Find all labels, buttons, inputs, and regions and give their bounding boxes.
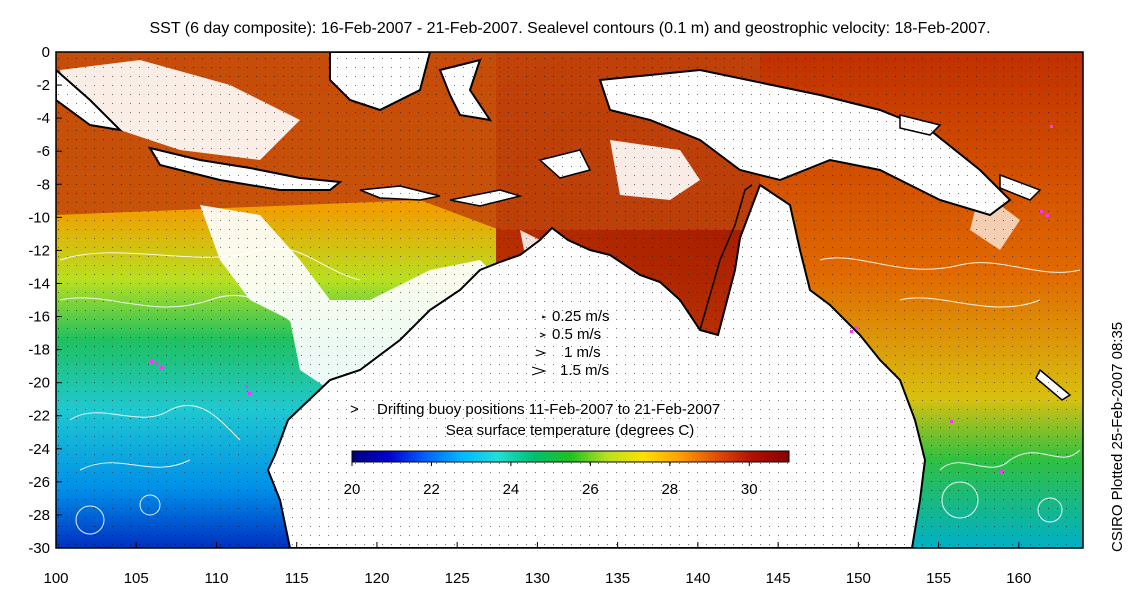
sst-field	[56, 52, 1083, 548]
buoy-legend: > Drifting buoy positions 11-Feb-2007 to…	[350, 401, 720, 418]
velocity-arrow-icon	[535, 349, 547, 357]
colorbar-tick-label: 26	[582, 481, 599, 498]
colorbar-tick-label: 28	[661, 481, 678, 498]
x-tick-label: 100	[43, 570, 68, 587]
x-tick-label: 160	[1006, 570, 1031, 587]
x-tick-label: 105	[124, 570, 149, 587]
y-tick-label: -6	[37, 143, 50, 160]
plot-frame	[55, 51, 1084, 549]
x-tick-label: 120	[364, 570, 389, 587]
x-axis: 100 105 110 115 120 125 130 135 140 145 150 155 160	[43, 542, 1031, 587]
colorbar-tick-label: 24	[503, 481, 520, 498]
velocity-legend-label: 0.25 m/s	[552, 308, 610, 325]
velocity-legend-label: 1 m/s	[564, 344, 601, 361]
colorbar-tick-label: 22	[423, 481, 440, 498]
x-tick-label: 115	[285, 570, 309, 587]
velocity-legend: 0.25 m/s0.5 m/s1 m/s1.5 m/s	[531, 308, 610, 379]
sealevel-contours	[59, 247, 1081, 535]
plot-credit: CSIRO Plotted 25-Feb-2007 08:35	[1109, 321, 1126, 552]
x-tick-label: 140	[685, 570, 710, 587]
velocity-arrow-icon	[541, 315, 547, 319]
y-tick-label: -26	[28, 474, 50, 491]
y-tick-label: -18	[28, 342, 50, 359]
y-tick-label: -12	[28, 242, 50, 259]
colorbar-tick-label: 20	[344, 481, 361, 498]
x-tick-label: 130	[525, 570, 550, 587]
colorbar-ramp	[352, 451, 789, 462]
x-tick-label: 125	[445, 570, 470, 587]
velocity-arrow-icon	[539, 332, 547, 338]
velocity-legend-label: 1.5 m/s	[560, 362, 609, 379]
y-axis: 0 -2 -4 -6 -8 -10 -12 -14 -16 -18 -20 -22 -24 -26 -28 -…	[28, 44, 62, 557]
x-tick-label: 150	[846, 570, 871, 587]
y-tick-label: 0	[42, 44, 50, 61]
y-tick-label: -4	[37, 110, 50, 127]
y-tick-label: -20	[28, 375, 50, 392]
buoy-legend-label: Drifting buoy positions 11-Feb-2007 to 2…	[377, 401, 720, 418]
buoy-marker-icon: >	[350, 401, 359, 418]
x-tick-label: 110	[205, 570, 229, 587]
velocity-arrow-icon	[531, 366, 547, 376]
figure-title: SST (6 day composite): 16-Feb-2007 - 21-…	[149, 20, 991, 37]
y-tick-label: -8	[37, 176, 50, 193]
y-tick-label: -30	[28, 540, 50, 557]
colorbar-gradient	[352, 451, 789, 462]
colorbar-ticks: 20 22 24 26 28 30	[344, 462, 758, 498]
y-tick-label: -24	[28, 441, 50, 458]
colorbar-tick-label: 30	[741, 481, 758, 498]
x-tick-label: 155	[926, 570, 951, 587]
y-tick-label: -2	[37, 77, 50, 94]
velocity-legend-label: 0.5 m/s	[552, 326, 601, 343]
buoy-positions	[150, 125, 1053, 473]
colorbar-frame	[351, 450, 790, 463]
x-tick-label: 135	[605, 570, 630, 587]
x-tick-label: 145	[766, 570, 791, 587]
y-tick-label: -10	[28, 209, 50, 226]
y-tick-label: -16	[28, 309, 50, 326]
y-tick-label: -28	[28, 507, 50, 524]
colorbar-label: Sea surface temperature (degrees C)	[446, 422, 694, 439]
y-tick-label: -22	[28, 408, 50, 425]
colorbar: Sea surface temperature (degrees C) 20 22…	[344, 422, 790, 498]
y-tick-label: -14	[28, 275, 50, 292]
